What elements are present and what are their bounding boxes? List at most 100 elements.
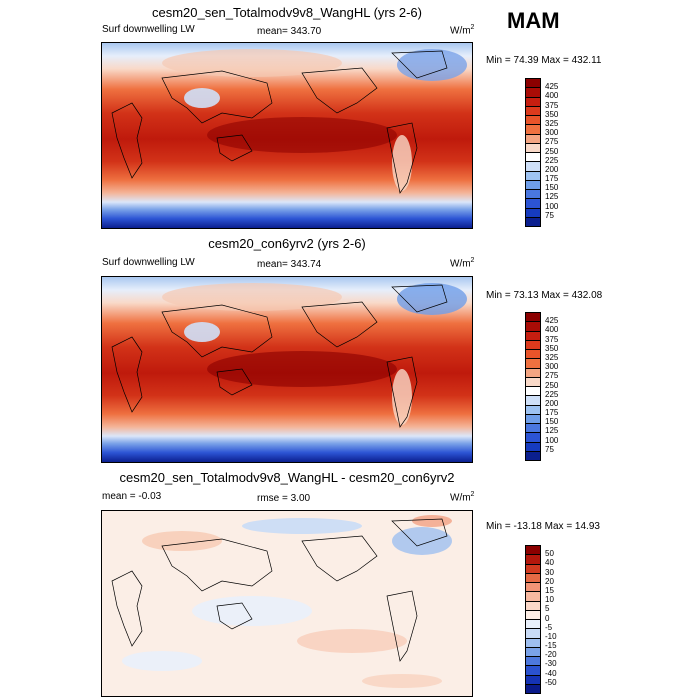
panel-3-colorbar-swatch — [526, 666, 540, 676]
panel-2-tick: 75 — [545, 444, 554, 454]
panel-1-tick: 75 — [545, 210, 554, 220]
panel-1-colorbar-swatch — [526, 217, 540, 226]
panel-3-minmax: Min = -13.18 Max = 14.93 — [486, 521, 600, 532]
season-label: MAM — [507, 8, 560, 33]
panel-3-colorbar-swatch — [526, 583, 540, 593]
panel-2-colorbar-swatch — [526, 433, 540, 443]
panel-1-colorbar-swatch — [526, 116, 540, 126]
panel-1-colorbar-swatch — [526, 171, 540, 181]
panel-1-tick: 350 — [545, 109, 559, 119]
panel-1-tick: 150 — [545, 183, 559, 193]
panel-1-map-svg — [102, 43, 472, 228]
panel-1-tick: 125 — [545, 192, 559, 202]
panel-2-tick: 275 — [545, 371, 559, 381]
panel-2-tick: 425 — [545, 316, 559, 326]
panel-2-title: cesm20_con6yrv2 (yrs 2-6) — [208, 236, 366, 251]
panel-3-colorbar-swatch — [526, 647, 540, 657]
panel-3-tick: 10 — [545, 595, 554, 605]
panel-1-units: W/m2 — [450, 24, 475, 37]
panel-2-colorbar-swatch — [526, 340, 540, 350]
panel-3-colorbar-swatch — [526, 629, 540, 639]
panel-3-tick: -10 — [545, 631, 557, 641]
panel-3-tick: 5 — [545, 604, 550, 614]
panel-3-colorbar-swatch — [526, 657, 540, 667]
panel-2-tick: 200 — [545, 398, 559, 408]
panel-3-tick: -20 — [545, 650, 557, 660]
panel-1-colorbar-ticks: 425 400 375 350 325 300 275 250 225 200 … — [545, 78, 575, 225]
panel-3-colorbar-swatch — [526, 592, 540, 602]
panel-1-tick: 300 — [545, 128, 559, 138]
panel-1-title: cesm20_sen_Totalmodv9v8_WangHL (yrs 2-6) — [152, 5, 422, 20]
panel-3-colorbar-swatch — [526, 573, 540, 583]
panel-1-tick: 100 — [545, 201, 559, 211]
panel-3-tick: 50 — [545, 549, 554, 559]
panel-1-tick: 200 — [545, 164, 559, 174]
panel-2-colorbar-ticks: 425 400 375 350 325 300 275 250 225 200 … — [545, 312, 575, 459]
panel-2-colorbar — [525, 312, 541, 461]
panel-1-colorbar-swatch — [526, 180, 540, 190]
panel-1-colorbar — [525, 78, 541, 227]
panel-2-colorbar-swatch — [526, 359, 540, 369]
panel-1-tick: 225 — [545, 155, 559, 165]
panel-1-colorbar-swatch — [526, 199, 540, 209]
panel-2-tick: 375 — [545, 334, 559, 344]
panel-2-colorbar-swatch — [526, 451, 540, 460]
panel-3-colorbar-swatch — [526, 564, 540, 574]
panel-2-colorbar-swatch — [526, 442, 540, 452]
panel-2-tick: 150 — [545, 417, 559, 427]
panel-2-map — [101, 276, 473, 463]
panel-3-tick: 40 — [545, 558, 554, 568]
panel-2-tick: 250 — [545, 380, 559, 390]
panel-3-colorbar-swatch — [526, 620, 540, 630]
panel-1-colorbar-swatch — [526, 125, 540, 135]
panel-2-colorbar-swatch — [526, 313, 540, 323]
panel-2-tick: 325 — [545, 352, 559, 362]
panel-2-colorbar-swatch — [526, 405, 540, 415]
panel-3-tick: 30 — [545, 567, 554, 577]
panel-3-colorbar-swatch — [526, 638, 540, 648]
panel-3-tick: 0 — [545, 613, 550, 623]
panel-2-colorbar-swatch — [526, 414, 540, 424]
panel-1-colorbar-swatch — [526, 208, 540, 218]
panel-3-colorbar-swatch — [526, 555, 540, 565]
panel-2-tick: 225 — [545, 389, 559, 399]
panel-2-colorbar-swatch — [526, 368, 540, 378]
panel-1-tick: 375 — [545, 100, 559, 110]
panel-3-colorbar-ticks: 50 40 30 20 15 10 5 0 -5 -10 -15 -20 -30… — [545, 545, 575, 692]
panel-3-map-svg — [102, 511, 472, 696]
panel-1-map — [101, 42, 473, 229]
panel-2-tick: 350 — [545, 343, 559, 353]
panel-3-tick: -15 — [545, 641, 557, 651]
panel-3-colorbar-swatch — [526, 610, 540, 620]
panel-1-colorbar-swatch — [526, 97, 540, 107]
panel-3-colorbar-swatch — [526, 546, 540, 556]
panel-3-map — [101, 510, 473, 697]
panel-2-colorbar-swatch — [526, 322, 540, 332]
panel-1-colorbar-swatch — [526, 79, 540, 89]
panel-3-mean: mean = -0.03 — [102, 491, 162, 502]
panel-1-colorbar-swatch — [526, 106, 540, 116]
panel-2-mean: mean= 343.74 — [257, 259, 322, 270]
panel-3-rmse: rmse = 3.00 — [257, 493, 311, 504]
panel-1-minmax: Min = 74.39 Max = 432.11 — [486, 55, 602, 66]
panel-3-colorbar-swatch — [526, 675, 540, 685]
panel-3-tick: -5 — [545, 622, 553, 632]
panel-2-tick: 400 — [545, 325, 559, 335]
panel-3-colorbar-swatch — [526, 601, 540, 611]
panel-3-tick: 20 — [545, 576, 554, 586]
panel-2-colorbar-swatch — [526, 396, 540, 406]
panel-3-colorbar-swatch — [526, 684, 540, 693]
panel-1-colorbar-swatch — [526, 190, 540, 200]
panel-3-colorbar — [525, 545, 541, 694]
panel-2-tick: 300 — [545, 362, 559, 372]
panel-3-tick: -50 — [545, 677, 557, 687]
panel-1-tick: 175 — [545, 174, 559, 184]
panel-3-tick: -30 — [545, 659, 557, 669]
panel-3-units: W/m2 — [450, 491, 475, 504]
panel-2-colorbar-swatch — [526, 387, 540, 397]
panel-1-colorbar-swatch — [526, 88, 540, 98]
panel-3-tick: 15 — [545, 585, 554, 595]
panel-2-tick: 175 — [545, 408, 559, 418]
panel-2-tick: 125 — [545, 426, 559, 436]
panel-1-mean: mean= 343.70 — [257, 26, 322, 37]
